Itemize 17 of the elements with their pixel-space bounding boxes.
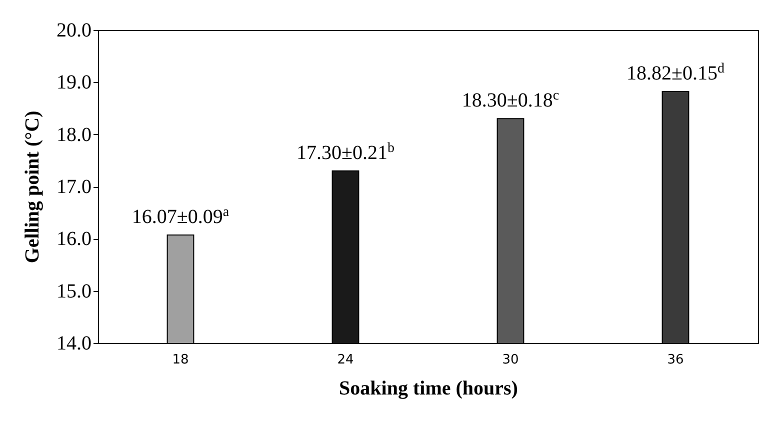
- x-tick-label: 30: [502, 352, 519, 368]
- data-label: 17.30±0.21$^{b}$: [296, 140, 394, 164]
- x-tick-label: 24: [337, 352, 354, 368]
- y-tick-label: 17.0: [56, 176, 92, 198]
- y-tick-label: 18.0: [56, 124, 92, 146]
- y-tick-label: 20.0: [56, 20, 92, 42]
- x-tick-label: 36: [667, 352, 684, 368]
- y-tick-label: 16.0: [56, 228, 92, 250]
- y-tick-label: 15.0: [56, 280, 92, 302]
- data-label: 16.07±0.09$^{a}$: [132, 204, 230, 228]
- data-label: 18.82±0.15$^{d}$: [626, 61, 724, 85]
- y-tick-label: 14.0: [56, 332, 92, 354]
- y-tick-label: 19.0: [56, 72, 92, 94]
- x-axis-title: Soaking time (hours): [339, 378, 518, 400]
- x-tick-label: 18: [172, 352, 189, 368]
- data-label: 18.30±0.18$^{c}$: [462, 88, 560, 112]
- y-axis-title: Gelling point (°C): [22, 110, 44, 264]
